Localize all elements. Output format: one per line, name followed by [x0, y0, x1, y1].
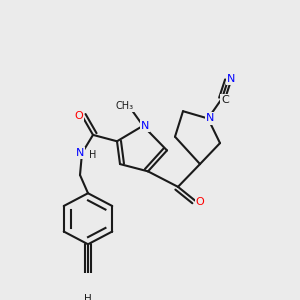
- Text: O: O: [75, 111, 83, 121]
- Text: C: C: [221, 95, 229, 105]
- Text: N: N: [141, 121, 149, 131]
- Text: N: N: [227, 74, 235, 84]
- Text: H: H: [89, 150, 97, 160]
- Text: H: H: [84, 294, 92, 300]
- Text: N: N: [76, 148, 84, 158]
- Text: CH₃: CH₃: [116, 101, 134, 111]
- Text: N: N: [206, 113, 214, 124]
- Text: O: O: [196, 197, 204, 207]
